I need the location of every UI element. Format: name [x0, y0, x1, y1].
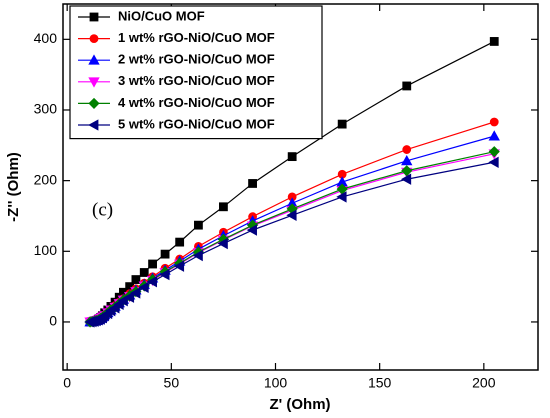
x-tick-label: 200 [472, 375, 496, 391]
marker [194, 220, 203, 230]
marker [89, 12, 99, 22]
x-tick-label: 100 [264, 375, 288, 391]
series-line [89, 135, 495, 323]
marker [175, 237, 185, 247]
plot-frame [62, 3, 539, 371]
marker [246, 224, 257, 236]
series [84, 149, 500, 328]
marker [89, 34, 99, 43]
series [85, 117, 499, 327]
marker [88, 119, 99, 131]
x-axis-label: Z' (Ohm) [269, 396, 330, 413]
marker [402, 81, 412, 91]
legend-label: 3 wt% rGO-NiO/CuO MOF [118, 73, 275, 88]
y-axis-label: -Z'' (Ohm) [5, 152, 22, 222]
marker [219, 202, 228, 212]
legend-label: 5 wt% rGO-NiO/CuO MOF [118, 116, 275, 131]
series-line [89, 153, 495, 323]
legend-label: 1 wt% rGO-NiO/CuO MOF [118, 30, 275, 45]
y-tick-label: 200 [34, 171, 58, 187]
marker [400, 173, 412, 185]
marker [123, 291, 135, 303]
marker [489, 37, 499, 46]
legend-label: 4 wt% rGO-NiO/CuO MOF [118, 95, 275, 110]
marker [117, 295, 128, 307]
marker [336, 191, 347, 203]
y-tick-label: 100 [34, 242, 58, 258]
x-tick-label: 0 [63, 375, 71, 391]
marker [248, 179, 257, 188]
marker [401, 165, 413, 177]
legend-label: NiO/CuO MOF [118, 8, 205, 23]
y-tick-label: 400 [34, 30, 58, 46]
annotation: (c) [92, 199, 113, 220]
marker [402, 145, 412, 154]
legend-label: 2 wt% rGO-NiO/CuO MOF [118, 52, 275, 67]
x-tick-label: 150 [368, 375, 392, 391]
marker [88, 77, 100, 88]
marker [88, 54, 100, 65]
y-tick-label: 0 [49, 313, 57, 329]
marker [173, 260, 185, 272]
marker [192, 249, 203, 262]
marker [139, 268, 149, 277]
series-line [89, 151, 495, 323]
y-tick-label: 300 [34, 101, 58, 117]
series-line [89, 121, 495, 323]
marker [131, 275, 141, 284]
marker [286, 209, 297, 221]
marker [159, 268, 170, 281]
marker [88, 97, 100, 109]
marker [489, 117, 499, 127]
series [84, 156, 499, 328]
marker [130, 287, 141, 299]
marker [160, 249, 170, 259]
marker [146, 275, 157, 288]
marker [148, 259, 157, 269]
marker [337, 119, 347, 129]
marker [138, 281, 149, 294]
marker [488, 146, 500, 158]
series-line [89, 161, 495, 323]
marker [401, 155, 413, 166]
marker [488, 156, 499, 168]
legend-box [69, 5, 323, 140]
marker [488, 130, 500, 141]
legend: NiO/CuO MOF 1 wt% rGO-NiO/CuO MOF 2 wt% rG… [69, 5, 323, 140]
x-tick-label: 50 [164, 375, 180, 391]
marker [287, 152, 297, 162]
marker [217, 237, 228, 250]
